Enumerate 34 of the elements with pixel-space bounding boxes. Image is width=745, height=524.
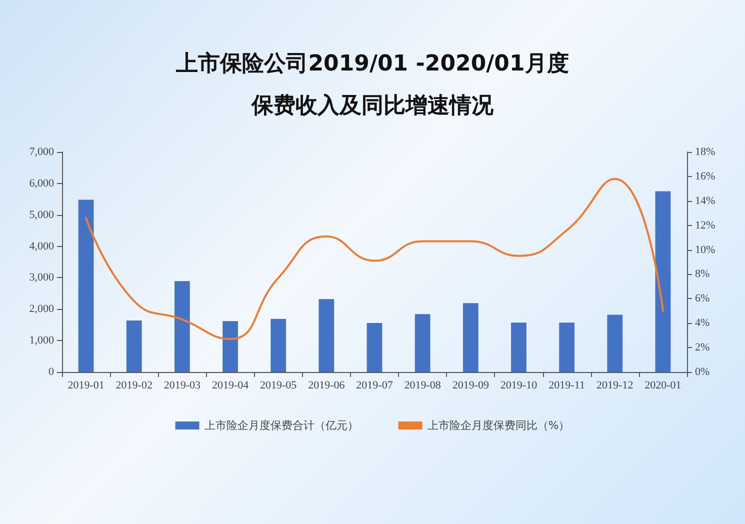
- x-tick-label: 2019-01: [68, 380, 104, 392]
- y2-tick-label: 12%: [695, 219, 716, 232]
- x-tick-label: 2019-02: [116, 380, 152, 392]
- y-tick-label: 4,000: [29, 240, 54, 252]
- x-tick-label: 2019-03: [164, 380, 202, 392]
- y-tick-label: 5,000: [29, 208, 54, 221]
- y2-tick-label: 2%: [695, 342, 710, 354]
- y2-tick-label: 6%: [695, 292, 710, 305]
- chart-title: 上市保险公司2019/01 -2020/01月度保费收入及同比增速情况: [175, 50, 569, 118]
- x-tick-label: 2019-04: [212, 380, 250, 392]
- y-tick-label: 1,000: [29, 334, 54, 347]
- y-tick-label: 7,000: [29, 146, 54, 158]
- x-tick-label: 2019-10: [500, 380, 538, 392]
- legend-label: 上市险企月度保费同比（%）: [427, 419, 570, 432]
- y2-tick-label: 16%: [695, 170, 716, 182]
- y2-tick-label: 4%: [695, 317, 710, 330]
- y2-tick-label: 8%: [695, 268, 710, 280]
- x-tick-label: 2019-06: [308, 380, 346, 392]
- y-tick-label: 3,000: [29, 272, 54, 284]
- x-tick-label: 2019-08: [404, 380, 442, 392]
- y2-tick-label: 14%: [695, 194, 716, 207]
- y-tick-label: 0: [48, 366, 54, 378]
- y2-tick-label: 10%: [695, 244, 716, 256]
- x-tick-label: 2019-07: [356, 380, 394, 392]
- x-tick-label: 2019-11: [548, 380, 585, 392]
- y-tick-label: 6,000: [29, 177, 54, 190]
- y2-tick-label: 18%: [695, 146, 716, 158]
- x-tick-label: 2019-09: [452, 380, 490, 392]
- x-tick-label: 2019-05: [260, 380, 298, 392]
- legend-label: 上市险企月度保费合计（亿元）: [204, 419, 358, 432]
- x-tick-label: 2020-01: [644, 380, 682, 392]
- x-tick-label: 2019-12: [596, 380, 634, 392]
- y2-tick-label: 0%: [695, 366, 710, 378]
- y-tick-label: 2,000: [29, 303, 54, 316]
